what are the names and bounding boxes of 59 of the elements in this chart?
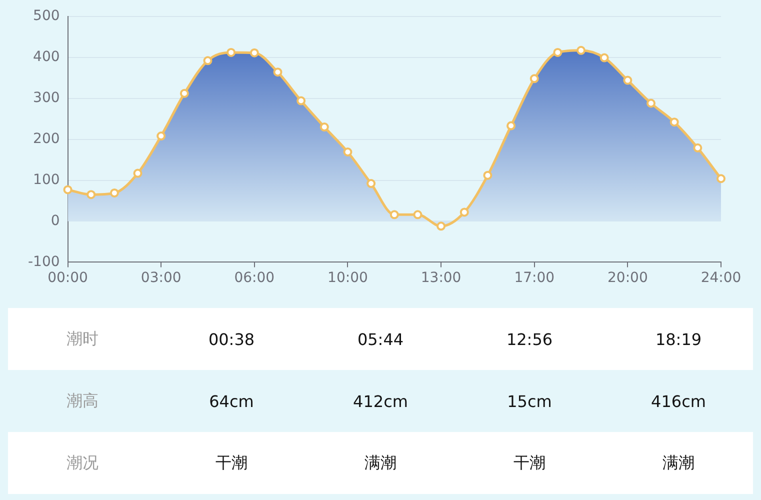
y-tick-label: 200 — [33, 130, 60, 147]
point — [600, 53, 609, 62]
x-tick-label: 00:00 — [48, 270, 88, 286]
y-tick-label: -100 — [28, 254, 60, 270]
point — [156, 132, 166, 141]
text: 满潮 — [364, 452, 398, 474]
point — [110, 188, 119, 198]
text: 12:56 — [505, 330, 554, 348]
point — [250, 48, 259, 58]
text: 64cm — [208, 392, 255, 410]
text: 416cm — [650, 392, 707, 410]
x-tick-label: 10:00 — [328, 270, 368, 286]
text: 满潮 — [662, 452, 696, 474]
point — [506, 121, 516, 130]
y-tick-label: 0 — [50, 212, 60, 229]
point — [366, 179, 376, 188]
text: 潮时 — [66, 328, 100, 350]
point — [693, 143, 702, 152]
text: 潮高 — [66, 390, 100, 412]
x-tick-label: 17:00 — [514, 270, 555, 286]
point — [576, 46, 586, 55]
point — [320, 122, 329, 132]
point — [273, 68, 282, 77]
point — [530, 74, 539, 84]
y-tick-label: 500 — [33, 8, 60, 24]
point — [646, 98, 656, 108]
point — [180, 88, 189, 98]
text: 412cm — [352, 392, 409, 410]
y-tick-label: 100 — [33, 172, 60, 188]
text: 00:38 — [207, 330, 256, 348]
text: 干潮 — [512, 452, 546, 474]
point — [226, 48, 236, 57]
point — [716, 174, 726, 184]
point — [553, 48, 562, 57]
point — [436, 222, 446, 231]
x-tick-label: 03:00 — [140, 270, 182, 286]
x-tick-label: 06:00 — [234, 270, 275, 286]
text: 干潮 — [214, 452, 248, 474]
x-tick-label: 13:00 — [420, 270, 462, 286]
text: 05:44 — [356, 330, 405, 348]
point — [296, 96, 306, 106]
text: 15cm — [506, 392, 553, 410]
x-tick-label: 24:00 — [700, 270, 742, 286]
x-tick-label: 20:00 — [608, 270, 648, 286]
point — [63, 185, 72, 194]
point — [483, 170, 492, 180]
y-tick-label: 300 — [33, 90, 60, 106]
point — [413, 210, 422, 220]
point — [203, 56, 212, 66]
text: 18:19 — [654, 330, 703, 348]
point — [343, 148, 352, 156]
y-tick-label: 400 — [33, 49, 60, 66]
point — [390, 210, 399, 220]
text: 潮况 — [66, 452, 100, 474]
point — [133, 168, 142, 178]
point — [623, 76, 632, 85]
point — [670, 118, 679, 127]
point — [460, 208, 469, 217]
point — [86, 190, 96, 200]
